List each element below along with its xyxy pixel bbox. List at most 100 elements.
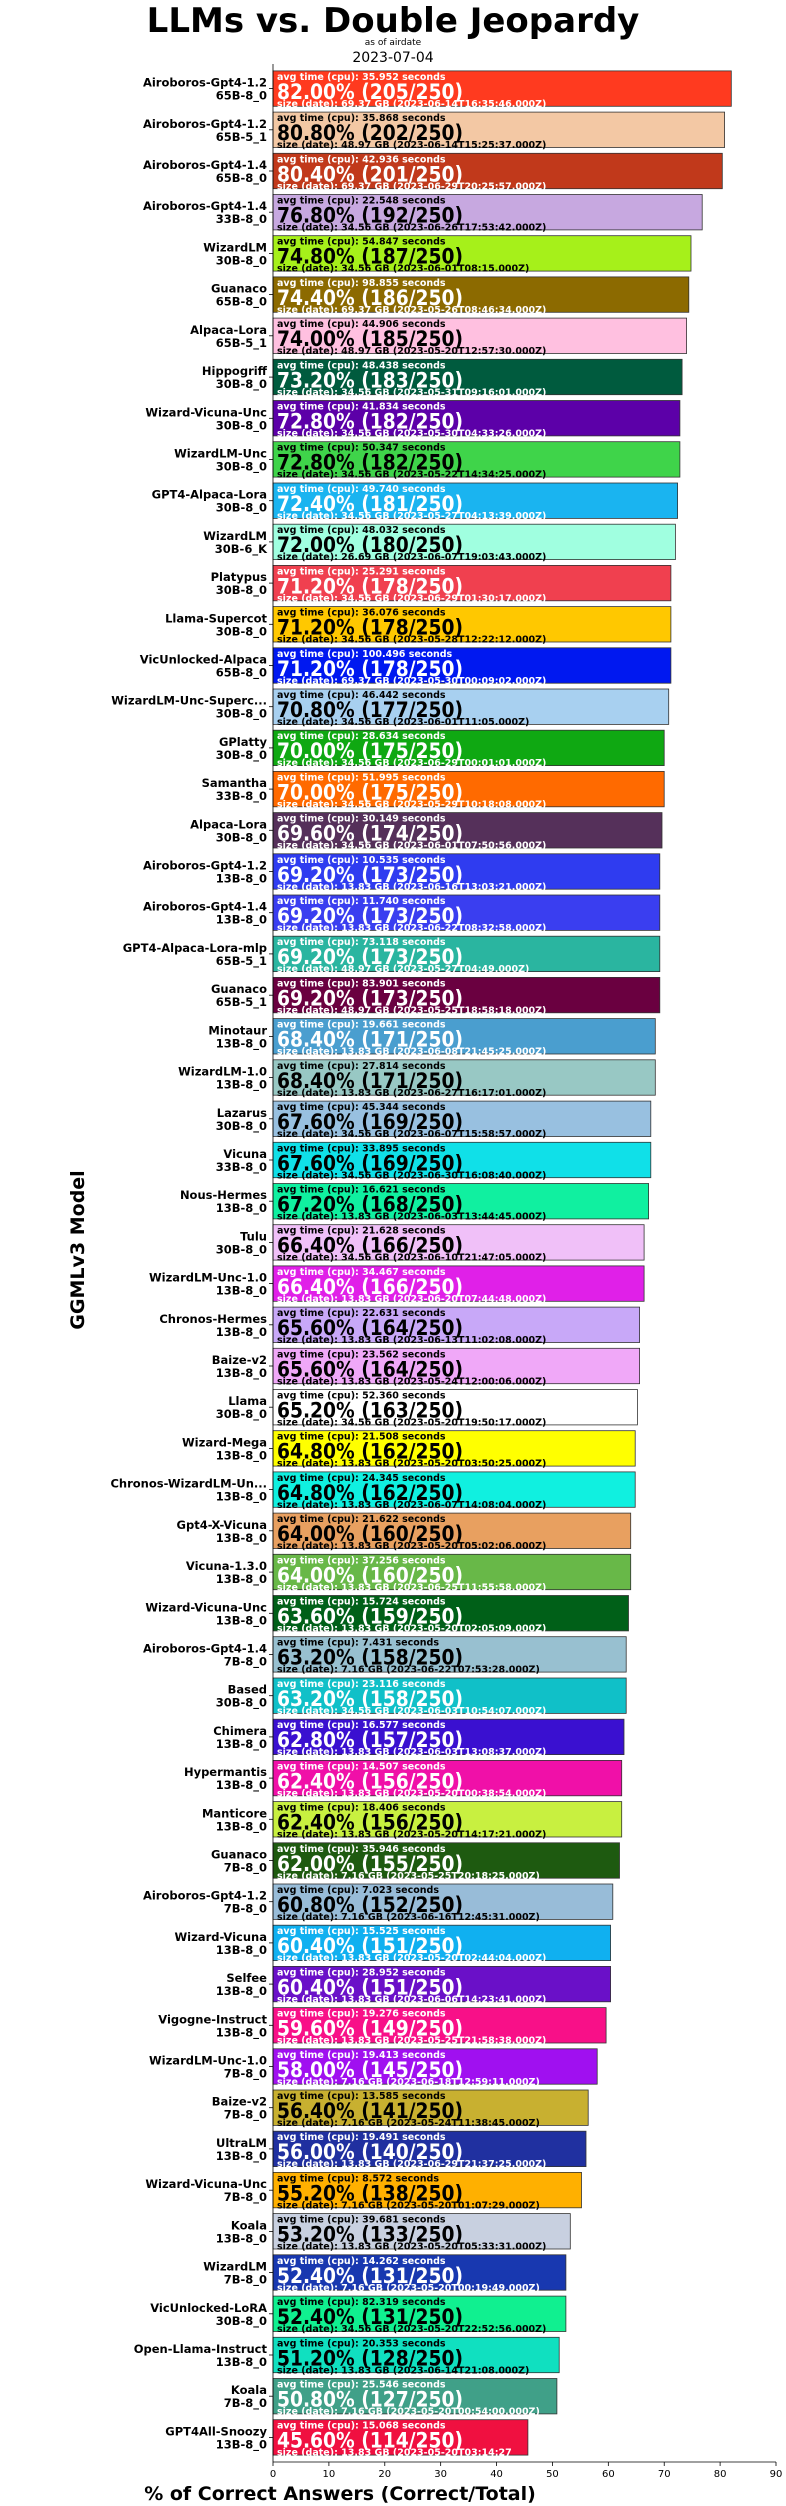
bar-value-label: 62.80% (157/250) [277, 1728, 463, 1752]
bar-time-label: avg time (cpu): 21.508 seconds [277, 1432, 446, 1443]
category-variant-label: 7B-8_0 [224, 2067, 267, 2082]
bar-size-label: size (date): 13.83 GB (2023-05-20T03:50:… [277, 1459, 546, 1470]
bar-value-label: 74.00% (185/250) [277, 327, 463, 351]
bar-value-label: 66.40% (166/250) [277, 1275, 463, 1299]
bar [272, 1512, 632, 1549]
category-label: Guanaco [211, 282, 267, 296]
bar-size-label: size (date): 34.56 GB (2023-05-30T04:33:… [277, 429, 546, 440]
bar-value-label: 63.60% (159/250) [277, 1605, 463, 1629]
bar [272, 1059, 656, 1096]
bar-value-label: 50.80% (127/250) [277, 2388, 463, 2412]
bar-time-label: avg time (cpu): 35.952 seconds [277, 72, 446, 83]
bar-value-label: 52.40% (131/250) [277, 2305, 463, 2329]
category-variant-label: 30B-8_0 [216, 748, 267, 763]
bar [272, 729, 665, 767]
bar-size-label: size (date): 7.16 GB (2023-05-25T20:18:2… [277, 1871, 540, 1882]
category-label: Airoboros-Gpt4-1.2 [143, 76, 267, 90]
category-variant-label: 65B-5_1 [216, 336, 267, 351]
bar-time-label: avg time (cpu): 30.149 seconds [277, 814, 446, 825]
bar [272, 482, 679, 519]
bar-value-label: 67.20% (168/250) [277, 1193, 463, 1217]
bar-value-label: 74.80% (187/250) [277, 245, 463, 269]
bar-time-label: avg time (cpu): 15.724 seconds [277, 1597, 446, 1608]
bar-time-label: avg time (cpu): 21.628 seconds [277, 1226, 446, 1237]
category-variant-label: 65B-8_0 [216, 171, 267, 186]
bar-size-label: size (date): 13.83 GB (2023-05-20T00:38:… [277, 1788, 546, 1799]
bar-time-label: avg time (cpu): 15.525 seconds [277, 1926, 446, 1937]
bar-value-label: 64.80% (162/250) [277, 1481, 463, 1505]
category-variant-label: 13B-8_0 [216, 913, 267, 928]
category-label: Airoboros-Gpt4-1.4 [143, 1642, 267, 1656]
bar-time-label: avg time (cpu): 22.631 seconds [277, 1308, 446, 1319]
category-label: Wizard-Vicuna-Unc [145, 1600, 267, 1614]
bar [272, 1883, 614, 1920]
bar [272, 1553, 632, 1591]
category-variant-label: 7B-8_0 [224, 2190, 267, 2205]
bar-time-label: avg time (cpu): 20.353 seconds [277, 2338, 446, 2349]
category-label: GPT4All-Snoozy [165, 2424, 267, 2438]
bar-time-label: avg time (cpu): 82.319 seconds [277, 2297, 446, 2308]
bar [272, 1966, 612, 2003]
bar-size-label: size (date): 13.83 GB (2023-06-25T11:55:… [277, 1582, 546, 1593]
category-label: Hypermantis [184, 1765, 267, 1779]
category-label: Airoboros-Gpt4-1.2 [143, 1889, 267, 1903]
bar-value-label: 71.20% (178/250) [277, 574, 463, 598]
bar-time-label: avg time (cpu): 22.548 seconds [277, 196, 446, 207]
bar-time-label: avg time (cpu): 83.901 seconds [277, 978, 446, 989]
bar-time-label: avg time (cpu): 16.577 seconds [277, 1720, 446, 1731]
category-variant-label: 65B-8_0 [216, 666, 267, 681]
category-variant-label: 30B-8_0 [216, 1696, 267, 1711]
category-label: WizardLM-Unc-Superc... [111, 694, 267, 708]
bar-size-label: size (date): 34.56 GB (2023-06-29T00:01:… [277, 758, 546, 769]
category-variant-label: 65B-5_1 [216, 995, 267, 1010]
bar-time-label: avg time (cpu): 23.116 seconds [277, 1679, 446, 1690]
bar-time-label: avg time (cpu): 50.347 seconds [277, 443, 446, 454]
category-label: WizardLM [203, 529, 267, 543]
bar-size-label: size (date): 48.97 GB (2023-05-20T12:57:… [277, 346, 546, 357]
bar-size-label: size (date): 69.37 GB (2023-06-29T20:25:… [277, 181, 546, 192]
category-variant-label: 30B-6_K [215, 542, 268, 557]
bar-size-label: size (date): 34.56 GB (2023-05-28T12:22:… [277, 635, 546, 646]
bar-value-label: 63.20% (158/250) [277, 1646, 463, 1670]
bar-value-label: 69.20% (173/250) [277, 945, 463, 969]
bar-value-label: 60.40% (151/250) [277, 1975, 463, 1999]
bar-time-label: avg time (cpu): 11.740 seconds [277, 896, 446, 907]
bar-time-label: avg time (cpu): 48.438 seconds [277, 360, 446, 371]
category-variant-label: 33B-8_0 [216, 212, 267, 227]
bar-size-label: size (date): 69.37 GB (2023-06-14T16:35:… [277, 99, 546, 110]
bar [272, 70, 732, 107]
bar-size-label: size (date): 34.56 GB (2023-06-29T01:30:… [277, 593, 546, 604]
bar-size-label: size (date): 13.83 GB (2023-05-20T02:05:… [277, 1624, 546, 1635]
bar-value-label: 70.80% (177/250) [277, 698, 463, 722]
bar [272, 1430, 636, 1467]
bar-size-label: size (date): 13.83 GB (2023-05-20T14:17:… [277, 1830, 546, 1841]
category-label: Airoboros-Gpt4-1.2 [143, 117, 267, 131]
bar-value-label: 68.40% (171/250) [277, 1069, 463, 1093]
bar [272, 523, 676, 561]
bar-value-label: 70.00% (175/250) [277, 780, 463, 804]
bar [272, 358, 683, 396]
bar-value-label: 72.80% (182/250) [277, 451, 463, 475]
bar [272, 441, 681, 478]
category-variant-label: 13B-8_0 [216, 1778, 267, 1793]
category-label: Lazarus [217, 1106, 267, 1120]
category-variant-label: 30B-8_0 [216, 1242, 267, 1257]
bar-value-label: 69.20% (173/250) [277, 863, 463, 887]
category-label: UltraLM [216, 2136, 267, 2150]
category-label: Wizard-Vicuna-Unc [145, 405, 267, 419]
category-label: GPT4-Alpaca-Lora-mlp [123, 941, 267, 955]
bar-time-label: avg time (cpu): 35.868 seconds [277, 113, 446, 124]
bar-time-label: avg time (cpu): 21.622 seconds [277, 1514, 446, 1525]
category-variant-label: 30B-8_0 [216, 707, 267, 722]
bar-value-label: 62.40% (156/250) [277, 1769, 463, 1793]
bar-time-label: avg time (cpu): 25.291 seconds [277, 566, 446, 577]
bar-time-label: avg time (cpu): 14.507 seconds [277, 1761, 446, 1772]
bar-time-label: avg time (cpu): 54.847 seconds [277, 237, 446, 248]
bar-time-label: avg time (cpu): 13.585 seconds [277, 2091, 446, 2102]
bar-time-label: avg time (cpu): 33.895 seconds [277, 1143, 446, 1154]
bar-value-label: 52.40% (131/250) [277, 2264, 463, 2288]
category-label: Alpaca-Lora [190, 817, 267, 831]
category-variant-label: 65B-8_0 [216, 89, 267, 104]
bar [272, 1595, 629, 1632]
bar-time-label: avg time (cpu): 44.906 seconds [277, 319, 446, 330]
